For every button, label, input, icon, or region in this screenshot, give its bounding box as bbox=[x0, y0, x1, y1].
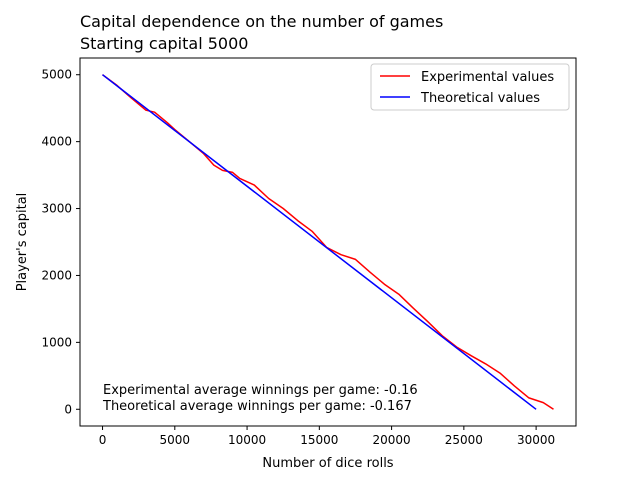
legend: Experimental values Theoretical values bbox=[370, 63, 570, 111]
y-tick-label: 2000 bbox=[41, 268, 72, 282]
annotation-theoretical: Theoretical average winnings per game: -… bbox=[102, 399, 412, 414]
x-tick-label: 5000 bbox=[160, 433, 191, 447]
x-tick-label: 25000 bbox=[445, 433, 483, 447]
y-tick-label: 1000 bbox=[41, 335, 72, 349]
series-layer bbox=[102, 74, 554, 410]
y-tick-label: 4000 bbox=[41, 135, 72, 149]
legend-label-experimental: Experimental values bbox=[421, 70, 554, 85]
y-tick-label: 0 bbox=[64, 402, 72, 416]
annotation-experimental: Experimental average winnings per game: … bbox=[103, 383, 418, 398]
x-tick-label: 10000 bbox=[228, 433, 266, 447]
y-tick-label: 5000 bbox=[41, 68, 72, 82]
legend-box bbox=[370, 63, 570, 111]
y-axis-label: Player's capital bbox=[15, 193, 30, 292]
plot-area bbox=[79, 57, 577, 427]
plot-frame bbox=[79, 57, 577, 427]
chart-title: Capital dependence on the number of game… bbox=[80, 12, 444, 31]
x-tick-label: 20000 bbox=[372, 433, 410, 447]
x-tick-label: 0 bbox=[99, 433, 107, 447]
y-tick-label: 3000 bbox=[41, 202, 72, 216]
x-axis-label: Number of dice rolls bbox=[262, 456, 393, 471]
series-line-experimental bbox=[102, 74, 554, 410]
series-line-theoretical bbox=[102, 74, 537, 410]
x-axis: 0 5000 10000 15000 20000 25000 30000 bbox=[99, 426, 555, 447]
x-tick-label: 15000 bbox=[300, 433, 338, 447]
legend-label-theoretical: Theoretical values bbox=[420, 91, 540, 106]
x-tick-label: 30000 bbox=[517, 433, 555, 447]
chart-subtitle: Starting capital 5000 bbox=[80, 34, 249, 53]
y-axis: 0 1000 2000 3000 4000 5000 bbox=[41, 68, 80, 416]
